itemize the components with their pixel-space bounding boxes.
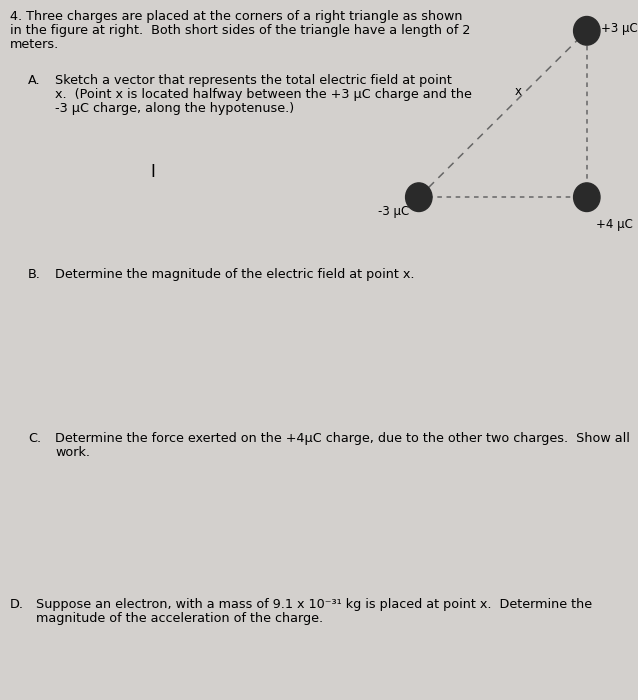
Text: I: I [150, 163, 155, 181]
Text: D.: D. [10, 598, 24, 611]
Text: -3 μC: -3 μC [378, 205, 409, 218]
Circle shape [406, 183, 432, 211]
Text: -3 μC charge, along the hypotenuse.): -3 μC charge, along the hypotenuse.) [55, 102, 294, 115]
Text: A.: A. [28, 74, 41, 87]
Text: B.: B. [28, 268, 41, 281]
Text: Suppose an electron, with a mass of 9.1 x 10⁻³¹ kg is placed at point x.  Determ: Suppose an electron, with a mass of 9.1 … [36, 598, 592, 611]
Text: 4. Three charges are placed at the corners of a right triangle as shown: 4. Three charges are placed at the corne… [10, 10, 463, 23]
Text: Determine the force exerted on the +4μC charge, due to the other two charges.  S: Determine the force exerted on the +4μC … [55, 432, 630, 445]
Text: work.: work. [55, 446, 90, 459]
Text: +3 μC: +3 μC [601, 22, 638, 35]
Circle shape [574, 17, 600, 45]
Text: Determine the magnitude of the electric field at point x.: Determine the magnitude of the electric … [55, 268, 415, 281]
Text: Sketch a vector that represents the total electric field at point: Sketch a vector that represents the tota… [55, 74, 452, 87]
Text: +4 μC: +4 μC [597, 218, 634, 231]
Text: in the figure at right.  Both short sides of the triangle have a length of 2: in the figure at right. Both short sides… [10, 24, 470, 37]
Circle shape [574, 183, 600, 211]
Text: C.: C. [28, 432, 41, 445]
Text: x: x [515, 85, 522, 99]
Text: meters.: meters. [10, 38, 59, 51]
Text: x.  (Point x is located halfway between the +3 μC charge and the: x. (Point x is located halfway between t… [55, 88, 472, 101]
Text: magnitude of the acceleration of the charge.: magnitude of the acceleration of the cha… [36, 612, 323, 625]
